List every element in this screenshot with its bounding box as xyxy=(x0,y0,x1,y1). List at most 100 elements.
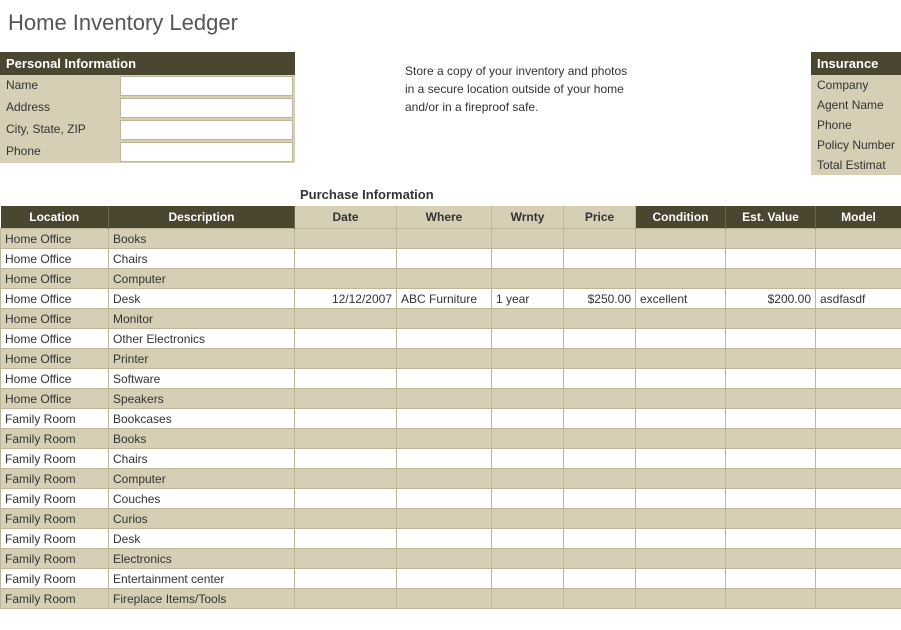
cell-model[interactable] xyxy=(816,329,901,349)
cell-price[interactable] xyxy=(564,249,636,269)
cell-date[interactable] xyxy=(295,489,397,509)
cell-location[interactable]: Home Office xyxy=(1,249,109,269)
cell-date[interactable] xyxy=(295,229,397,249)
cell-location[interactable]: Family Room xyxy=(1,469,109,489)
table-row[interactable]: Family RoomCurios xyxy=(1,509,901,529)
cell-condition[interactable] xyxy=(636,269,726,289)
cell-model[interactable] xyxy=(816,489,901,509)
cell-est_value[interactable] xyxy=(726,409,816,429)
cell-date[interactable] xyxy=(295,329,397,349)
cell-description[interactable]: Desk xyxy=(109,529,295,549)
cell-price[interactable] xyxy=(564,509,636,529)
cell-date[interactable] xyxy=(295,469,397,489)
cell-where[interactable] xyxy=(397,589,492,609)
cell-est_value[interactable] xyxy=(726,309,816,329)
cell-description[interactable]: Books xyxy=(109,229,295,249)
cell-model[interactable] xyxy=(816,429,901,449)
cell-description[interactable]: Curios xyxy=(109,509,295,529)
personal-input-phone[interactable] xyxy=(120,142,293,162)
cell-condition[interactable] xyxy=(636,329,726,349)
cell-wrnty[interactable] xyxy=(492,509,564,529)
cell-where[interactable] xyxy=(397,409,492,429)
cell-where[interactable] xyxy=(397,469,492,489)
table-row[interactable]: Family RoomChairs xyxy=(1,449,901,469)
cell-est_value[interactable] xyxy=(726,509,816,529)
cell-model[interactable] xyxy=(816,509,901,529)
cell-where[interactable] xyxy=(397,329,492,349)
cell-price[interactable] xyxy=(564,409,636,429)
cell-wrnty[interactable] xyxy=(492,429,564,449)
cell-price[interactable] xyxy=(564,549,636,569)
table-row[interactable]: Home OfficePrinter xyxy=(1,349,901,369)
cell-where[interactable] xyxy=(397,309,492,329)
cell-wrnty[interactable] xyxy=(492,389,564,409)
cell-est_value[interactable] xyxy=(726,369,816,389)
cell-wrnty[interactable] xyxy=(492,469,564,489)
cell-date[interactable] xyxy=(295,349,397,369)
cell-condition[interactable] xyxy=(636,409,726,429)
cell-est_value[interactable] xyxy=(726,389,816,409)
cell-where[interactable] xyxy=(397,229,492,249)
cell-est_value[interactable] xyxy=(726,489,816,509)
cell-location[interactable]: Family Room xyxy=(1,509,109,529)
cell-model[interactable]: asdfasdf xyxy=(816,289,901,309)
cell-where[interactable] xyxy=(397,349,492,369)
cell-model[interactable] xyxy=(816,469,901,489)
cell-description[interactable]: Electronics xyxy=(109,549,295,569)
cell-date[interactable] xyxy=(295,409,397,429)
cell-condition[interactable] xyxy=(636,349,726,369)
cell-price[interactable] xyxy=(564,229,636,249)
cell-price[interactable] xyxy=(564,369,636,389)
cell-price[interactable] xyxy=(564,329,636,349)
cell-date[interactable] xyxy=(295,389,397,409)
cell-description[interactable]: Chairs xyxy=(109,249,295,269)
cell-wrnty[interactable] xyxy=(492,329,564,349)
table-row[interactable]: Family RoomBooks xyxy=(1,429,901,449)
table-row[interactable]: Home OfficeSoftware xyxy=(1,369,901,389)
cell-est_value[interactable] xyxy=(726,449,816,469)
cell-date[interactable] xyxy=(295,249,397,269)
cell-description[interactable]: Computer xyxy=(109,269,295,289)
cell-date[interactable] xyxy=(295,449,397,469)
cell-description[interactable]: Fireplace Items/Tools xyxy=(109,589,295,609)
cell-price[interactable] xyxy=(564,389,636,409)
cell-price[interactable] xyxy=(564,269,636,289)
table-row[interactable]: Family RoomEntertainment center xyxy=(1,569,901,589)
cell-description[interactable]: Chairs xyxy=(109,449,295,469)
cell-model[interactable] xyxy=(816,549,901,569)
cell-description[interactable]: Computer xyxy=(109,469,295,489)
cell-condition[interactable] xyxy=(636,389,726,409)
cell-date[interactable] xyxy=(295,589,397,609)
cell-location[interactable]: Family Room xyxy=(1,409,109,429)
table-row[interactable]: Family RoomElectronics xyxy=(1,549,901,569)
cell-model[interactable] xyxy=(816,269,901,289)
cell-model[interactable] xyxy=(816,229,901,249)
cell-description[interactable]: Speakers xyxy=(109,389,295,409)
cell-description[interactable]: Books xyxy=(109,429,295,449)
personal-input-citystatezip[interactable] xyxy=(120,120,293,140)
cell-where[interactable] xyxy=(397,549,492,569)
cell-location[interactable]: Family Room xyxy=(1,449,109,469)
cell-where[interactable] xyxy=(397,269,492,289)
cell-date[interactable] xyxy=(295,309,397,329)
cell-description[interactable]: Desk xyxy=(109,289,295,309)
table-row[interactable]: Home OfficeDesk12/12/2007ABC Furniture1 … xyxy=(1,289,901,309)
cell-wrnty[interactable] xyxy=(492,449,564,469)
table-row[interactable]: Family RoomComputer xyxy=(1,469,901,489)
cell-condition[interactable] xyxy=(636,249,726,269)
cell-price[interactable] xyxy=(564,469,636,489)
cell-est_value[interactable] xyxy=(726,349,816,369)
cell-date[interactable]: 12/12/2007 xyxy=(295,289,397,309)
cell-date[interactable] xyxy=(295,569,397,589)
cell-est_value[interactable] xyxy=(726,249,816,269)
cell-price[interactable] xyxy=(564,589,636,609)
cell-condition[interactable] xyxy=(636,449,726,469)
cell-wrnty[interactable] xyxy=(492,569,564,589)
cell-condition[interactable] xyxy=(636,569,726,589)
cell-condition[interactable] xyxy=(636,369,726,389)
cell-wrnty[interactable] xyxy=(492,269,564,289)
cell-description[interactable]: Other Electronics xyxy=(109,329,295,349)
cell-location[interactable]: Family Room xyxy=(1,569,109,589)
cell-condition[interactable] xyxy=(636,549,726,569)
cell-date[interactable] xyxy=(295,429,397,449)
